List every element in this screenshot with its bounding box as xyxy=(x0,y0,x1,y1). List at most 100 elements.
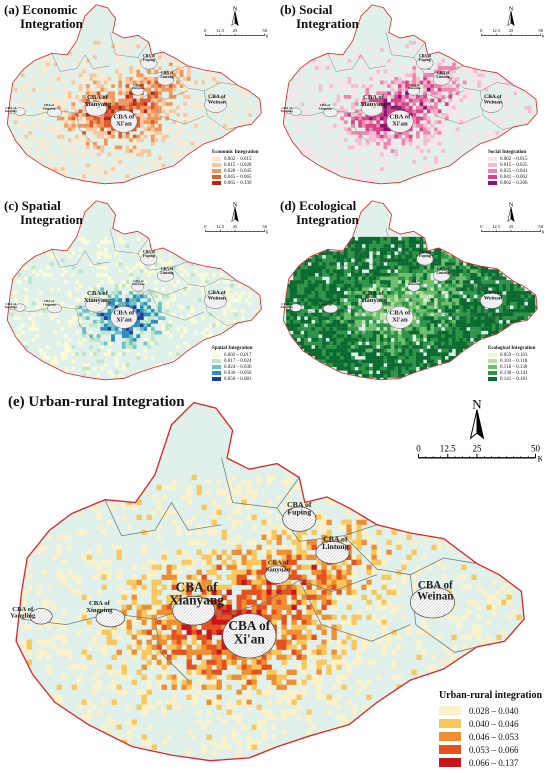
legend-swatch xyxy=(212,157,221,161)
cba-label: CBA of Yangling xyxy=(280,106,293,113)
district-boundary xyxy=(424,93,481,125)
cba-label: CBA of Xi'an xyxy=(113,114,135,128)
cba-label: CBA of Lintong xyxy=(436,267,449,275)
district-boundary xyxy=(148,93,205,125)
legend-swatch xyxy=(438,732,461,741)
cba-area xyxy=(416,56,434,70)
cba-label: CBA of Xingping xyxy=(318,299,331,306)
district-boundary xyxy=(385,32,426,58)
panel-title-line2: Integration xyxy=(20,15,83,31)
cba-area xyxy=(323,303,338,314)
cba-label: CBA of Xianyang xyxy=(360,290,388,304)
cba-area xyxy=(386,110,414,133)
north-label: N xyxy=(509,201,514,208)
cba-area xyxy=(361,101,383,117)
scale-tick-label: 50 xyxy=(262,224,267,229)
legend-swatch xyxy=(212,169,221,173)
district-boundary xyxy=(148,289,205,321)
district-boundary xyxy=(408,286,464,301)
legend-item: 0.015 – 0.028 xyxy=(212,162,259,168)
legend-label: 0.028 – 0.045 xyxy=(224,168,252,174)
legend-swatch xyxy=(438,745,461,754)
legend-item: 0.141 – 0.181 xyxy=(488,376,535,382)
scale-tick-label: 0 xyxy=(480,224,483,229)
cba-label: CBA of Yangling xyxy=(4,302,17,309)
legend-item: 0.036 – 0.050 xyxy=(212,370,252,376)
cba-label: CBA of Xingping xyxy=(86,600,113,614)
legend-title: Social Integration xyxy=(488,150,527,155)
cba-area xyxy=(315,540,350,564)
panel-title-line1: (e) Urban-rural Integration xyxy=(8,394,185,410)
legend-label: 0.130 – 0.141 xyxy=(500,370,528,376)
legend-swatch xyxy=(212,163,221,167)
legend-item: 0.062 – 0.206 xyxy=(488,180,528,186)
panel-title-line2: Integration xyxy=(296,211,359,227)
district-boundary xyxy=(327,249,387,268)
grid-cells xyxy=(10,236,260,378)
district-boundary xyxy=(76,309,94,340)
panel-title-line1: (b) Social xyxy=(280,2,333,17)
north-arrow-icon: N 0 12.5 25 50Km xyxy=(416,397,542,464)
legend-title: Economic Integration xyxy=(212,150,259,155)
cba-area xyxy=(172,595,216,626)
scale-tick-label: 25 xyxy=(233,28,238,33)
outer-boundary xyxy=(6,4,262,185)
legend-swatch xyxy=(212,365,221,369)
cba-area xyxy=(110,110,138,133)
cba-area xyxy=(361,297,383,313)
legend-item: 0.024 – 0.036 xyxy=(212,364,252,370)
cba-label: CBA of Weinan xyxy=(417,580,453,603)
scale-tick-label: 0 xyxy=(204,224,207,229)
legend-swatch xyxy=(212,377,221,381)
legend-label: 0.015 – 0.025 xyxy=(500,162,528,168)
legend-swatch xyxy=(212,175,221,179)
cba-label: CBA of Weinan xyxy=(484,94,502,106)
cba-label: CBA of Xianyang xyxy=(84,290,112,304)
cba-area xyxy=(85,101,107,117)
cba-area xyxy=(480,96,503,113)
district-boundary xyxy=(327,53,387,72)
north-arrow-icon: N 0 12.5 25 50Km xyxy=(480,201,544,234)
cba-area xyxy=(14,107,26,116)
outer-boundary xyxy=(15,401,525,762)
cba-label: CBA of Xi'an xyxy=(389,310,411,324)
legend-item: 0.041 – 0.062 xyxy=(488,174,528,180)
cba-area xyxy=(282,506,317,532)
legend-label: 0.050 – 0.081 xyxy=(224,376,252,382)
scale-unit: Km xyxy=(537,454,542,464)
legend-item: 0.040 – 0.046 xyxy=(438,717,542,730)
district-boundary xyxy=(286,300,409,313)
legend-label: 0.017 – 0.024 xyxy=(224,358,252,364)
district-boundary xyxy=(109,228,150,254)
cba-label: CBA of Fuping xyxy=(287,500,312,517)
legend-label: 0.141 – 0.181 xyxy=(500,376,528,382)
district-boundary xyxy=(343,535,477,576)
district-boundary xyxy=(51,249,111,268)
cba-label: CBA of Sanyuan xyxy=(266,560,291,574)
legend: Economic Integration 0.002 – 0.015 0.015 –… xyxy=(212,150,259,186)
legend-label: 0.036 – 0.050 xyxy=(224,370,252,376)
cba-area xyxy=(480,292,503,309)
scale-tick-label: 25 xyxy=(472,443,482,453)
outer-boundary xyxy=(6,200,262,381)
cba-area xyxy=(140,252,158,266)
legend-label: 0.118 – 0.130 xyxy=(500,364,528,370)
legend-item: 0.118 – 0.130 xyxy=(488,364,535,370)
cba-area xyxy=(156,269,175,282)
scale-tick-label: 50 xyxy=(262,28,267,33)
grid-cells xyxy=(21,474,522,760)
cba-area xyxy=(110,306,138,329)
cba-label: CBA of Xingping xyxy=(42,103,55,110)
legend-item: 0.025 – 0.041 xyxy=(488,168,528,174)
cba-label: CBA of Xi'an xyxy=(228,618,270,646)
cba-label: CBA of Yangling xyxy=(4,106,17,113)
cba-label: CBA of Weinan xyxy=(208,94,226,106)
cba-area xyxy=(85,297,107,313)
map-panel-spatial: CBA of Xi'an CBA of Xianyang CBA of Yangling C… xyxy=(0,196,272,386)
cba-area xyxy=(95,608,126,628)
cba-area xyxy=(386,306,414,329)
cba-label: CBA of Lintong xyxy=(322,534,348,551)
district-boundary xyxy=(132,286,188,301)
